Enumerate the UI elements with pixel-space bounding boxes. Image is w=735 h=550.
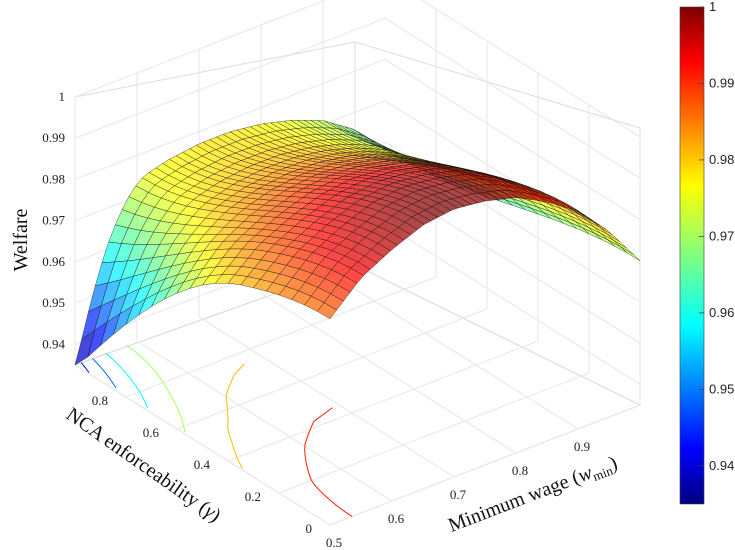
x-gridline	[198, 49, 455, 478]
y-tick-label: 0	[306, 521, 313, 536]
colorbar-tick-label: 0.95	[709, 381, 734, 396]
z-tick-label: 1	[59, 89, 66, 104]
x-tick-label: 0.5	[326, 535, 342, 550]
z-tick-label: 0.99	[42, 130, 65, 145]
y-gridline	[278, 105, 590, 494]
z-gridline	[74, 17, 641, 179]
x-tick-label: 0.9	[574, 439, 590, 454]
x-axis-label: Minimum wage (wmin)	[445, 452, 621, 539]
z-axis-label: Welfare	[10, 208, 32, 271]
z-gridline	[74, 58, 641, 220]
x-gridline	[260, 25, 517, 454]
contour-line	[304, 407, 353, 517]
z-tick-label: 0.98	[42, 171, 65, 186]
contour-line	[80, 362, 90, 373]
y-tick-label: 0.8	[92, 393, 108, 408]
x-tick-label: 0.6	[388, 511, 405, 526]
z-tick-label: 0.95	[42, 295, 65, 310]
contour-line	[126, 344, 186, 433]
contour-line	[92, 357, 117, 389]
colorbar-tick-label: 0.96	[709, 305, 734, 320]
z-tick-label: 0.97	[42, 213, 65, 228]
welfare-surface	[74, 120, 641, 366]
colorbar-tick-label: 0.98	[709, 152, 734, 167]
floor-contours	[80, 344, 353, 517]
contour-line	[225, 363, 245, 469]
y-tick-label: 0.4	[194, 457, 211, 472]
colorbar-ticks: 0.94 0.95 0.96 0.97 0.98 0.99 1	[699, 0, 734, 473]
x-tick-label: 0.8	[512, 463, 528, 478]
colorbar-gradient	[679, 6, 705, 505]
contour-line	[105, 352, 149, 409]
z-tick-label: 0.96	[42, 254, 65, 269]
surface-patch	[620, 246, 641, 261]
y-gridline	[329, 137, 641, 526]
y-gridline	[125, 9, 437, 398]
y-gridline	[227, 73, 539, 462]
colorbar-tick-label: 0.99	[709, 75, 734, 90]
x-gridline	[136, 73, 393, 502]
x-tick-label: 0.7	[450, 487, 467, 502]
x-axis-ticks: 0.5 0.6 0.7 0.8 0.9	[326, 439, 590, 550]
y-gridline	[176, 41, 488, 430]
colorbar-tick-label: 1	[709, 0, 716, 14]
colorbar	[679, 6, 705, 505]
colorbar-tick-label: 0.94	[709, 458, 734, 473]
z-tick-label: 0.94	[42, 336, 65, 351]
z-gridline	[74, 0, 641, 138]
y-tick-label: 0.2	[245, 489, 261, 504]
colorbar-tick-label: 0.97	[709, 228, 734, 243]
y-axis-label-text: NCA enforceability (	[62, 403, 213, 518]
y-tick-label: 0.6	[143, 425, 160, 440]
z-axis-ticks: 0.94 0.95 0.96 0.97 0.98 0.99 1	[42, 89, 65, 351]
y-axis-ticks: 0 0.2 0.4 0.6 0.8	[92, 393, 312, 536]
